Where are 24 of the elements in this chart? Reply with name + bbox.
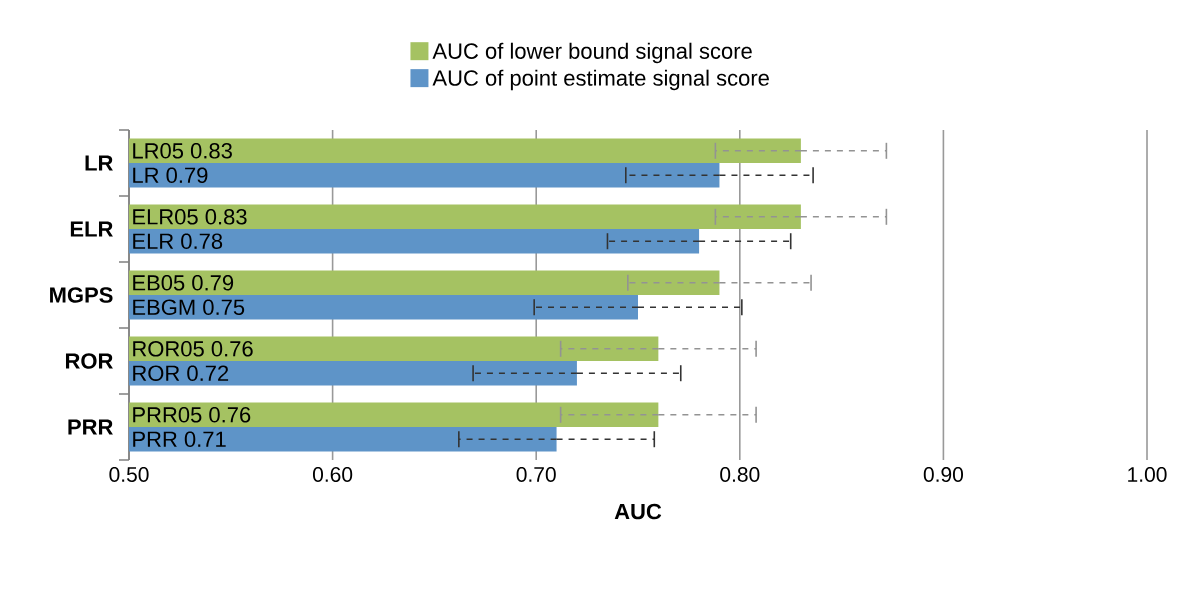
data-label: EB05 0.79 (133, 275, 234, 291)
x-tick-label: 0.90 (923, 467, 964, 482)
y-tick-label: ROR (65, 353, 113, 369)
data-label: ELR 0.78 (133, 233, 223, 250)
y-tick-label: ELR (70, 221, 113, 237)
data-label: ELR05 0.83 (133, 209, 247, 225)
data-label: ROR 0.72 (133, 365, 229, 382)
y-tick-label: MGPS (50, 287, 113, 303)
x-tick-label: 0.70 (516, 467, 556, 482)
data-label: ROR05 0.76 (133, 341, 253, 357)
x-tick-label: 1.00 (1128, 467, 1167, 482)
legend-label: AUC of point estimate signal score (432, 69, 769, 91)
y-tick-label: PRR (68, 419, 113, 435)
x-axis-title: AUC (614, 503, 662, 520)
x-tick-label: 0.50 (109, 467, 149, 482)
data-label: PRR 0.71 (133, 431, 226, 448)
data-label: PRR05 0.76 (133, 407, 251, 423)
y-tick-label: LR (85, 155, 113, 171)
data-label: LR05 0.83 (133, 143, 232, 159)
legend-label: AUC of lower bound signal score (432, 42, 752, 64)
x-tick-label: 0.60 (312, 467, 353, 482)
data-label: LR 0.79 (133, 167, 208, 184)
data-label: EBGM 0.75 (133, 299, 245, 316)
x-tick-label: 0.80 (720, 467, 760, 482)
